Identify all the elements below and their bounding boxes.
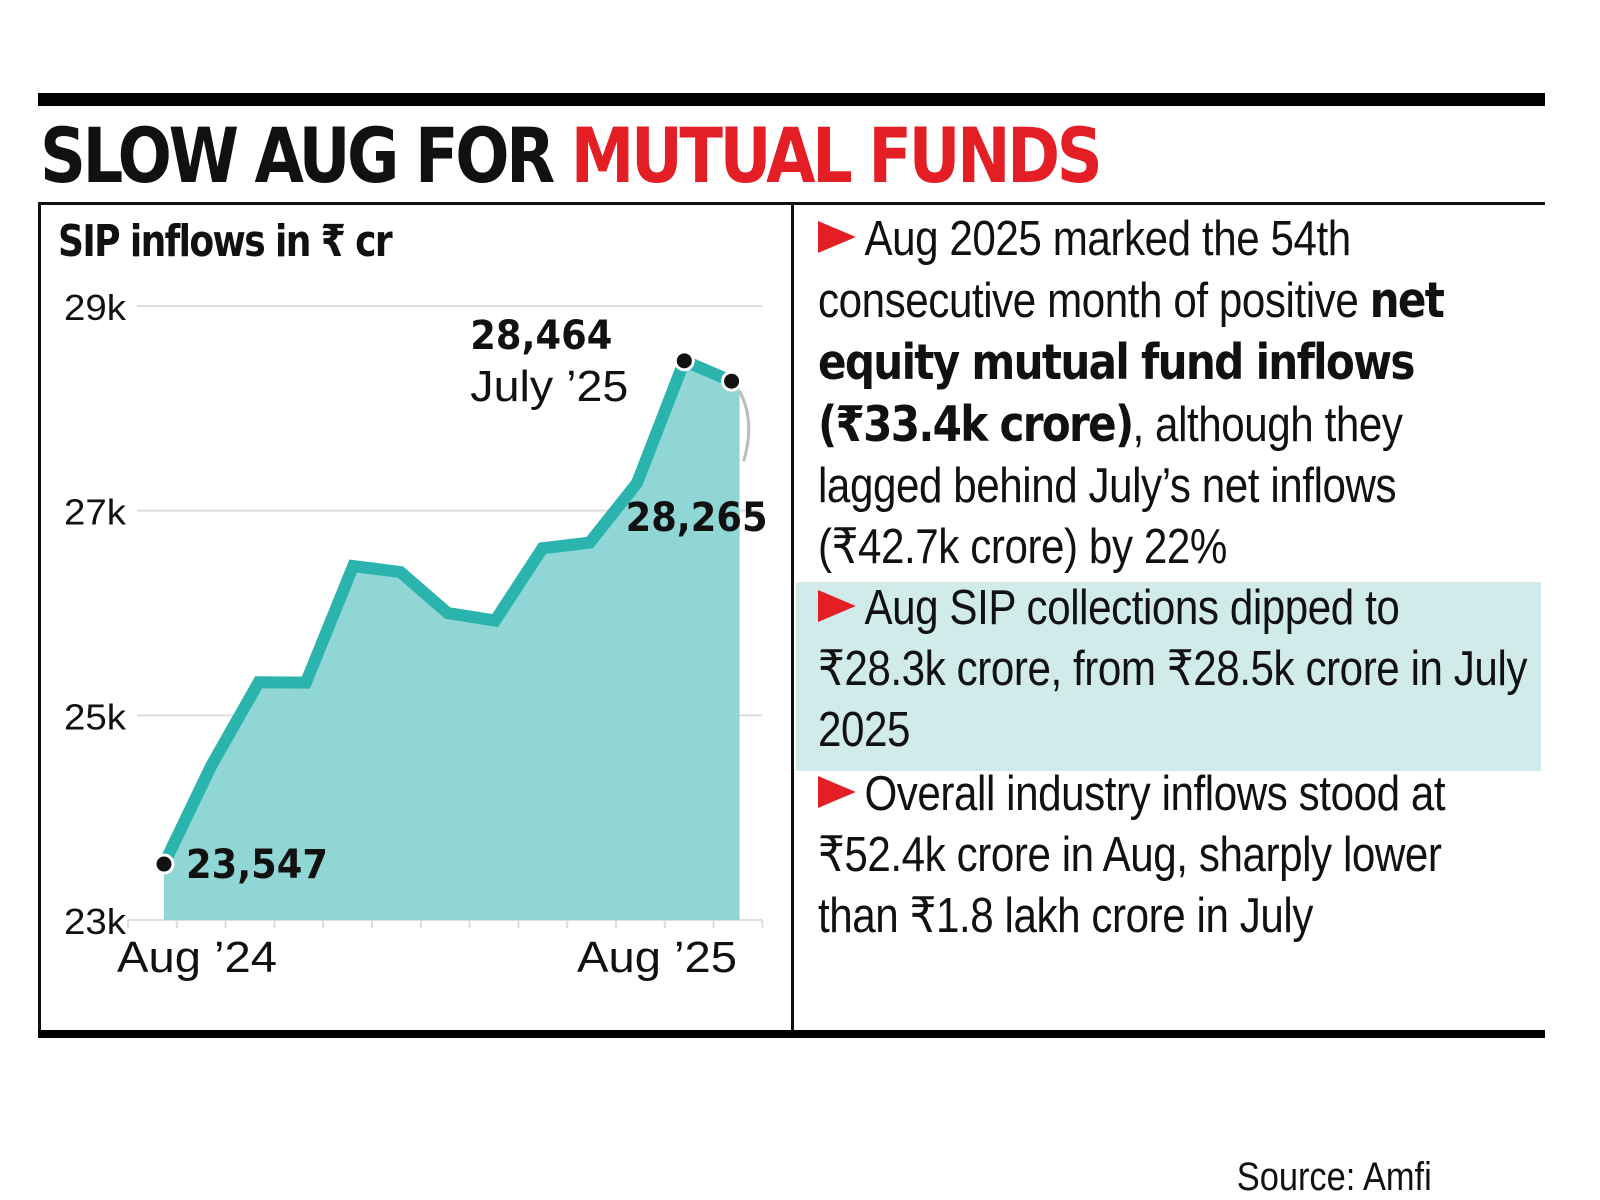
- sip-inflows-chart: 23k 25k 27k 29k Aug ’24 Aug ’25 23,547 28,464…: [64, 287, 768, 982]
- y-tick-label: 29k: [64, 287, 127, 328]
- bullet-text: Overall industry inflows stood at ₹52.4k…: [818, 767, 1446, 943]
- x-tick-label: Aug ’25: [577, 933, 737, 982]
- bullet-text: , although they lagged behind July’s net…: [818, 398, 1403, 574]
- chart-title: SIP inflows in ₹ cr: [58, 216, 393, 267]
- data-label: 28,464: [470, 313, 612, 359]
- series-line: [158, 352, 734, 867]
- bullet-item: Overall industry inflows stood at ₹52.4k…: [794, 764, 1541, 947]
- data-point: [721, 370, 743, 392]
- source-credit: Source: Amfi: [1236, 1155, 1432, 1199]
- bullet-item: Aug 2025 marked the 54th consecutive mon…: [794, 209, 1541, 578]
- bullet-item: Aug SIP collections dipped to ₹28.3k cro…: [794, 578, 1541, 761]
- data-points: [153, 350, 743, 875]
- bullet-text: Aug SIP collections dipped to ₹28.3k cro…: [818, 581, 1528, 757]
- data-label: 28,265: [626, 495, 768, 541]
- top-rule: [38, 93, 1545, 106]
- area-fill: [164, 360, 740, 920]
- panel-divider: [791, 203, 794, 1031]
- data-label: 23,547: [186, 842, 328, 888]
- arrow-icon: [818, 590, 856, 622]
- headline-black: SLOW AUG FOR: [40, 111, 571, 200]
- arrow-icon: [818, 221, 856, 253]
- bullet-text: Aug 2025 marked the 54th consecutive mon…: [818, 212, 1370, 328]
- arrow-icon: [818, 776, 856, 808]
- headline: SLOW AUG FOR MUTUAL FUNDS: [40, 108, 1103, 203]
- headline-red: MUTUAL FUNDS: [570, 111, 1103, 200]
- x-tick-label: Aug ’24: [117, 933, 277, 982]
- y-tick-label: 23k: [64, 901, 127, 942]
- leader-arc: [738, 390, 751, 462]
- x-axis: Aug ’24 Aug ’25: [117, 919, 764, 982]
- bullet-bold-text: net equity mutual fund inflows (₹33.4k c…: [818, 272, 1445, 453]
- highlight-box: [796, 582, 1541, 771]
- y-axis-ticks: 23k 25k 27k 29k: [64, 287, 127, 942]
- data-point: [673, 350, 695, 372]
- y-tick-label: 25k: [64, 696, 127, 737]
- data-sublabel: July ’25: [470, 362, 628, 411]
- y-tick-label: 27k: [64, 492, 127, 533]
- bottom-rule: [38, 1030, 1545, 1038]
- data-point: [153, 853, 175, 875]
